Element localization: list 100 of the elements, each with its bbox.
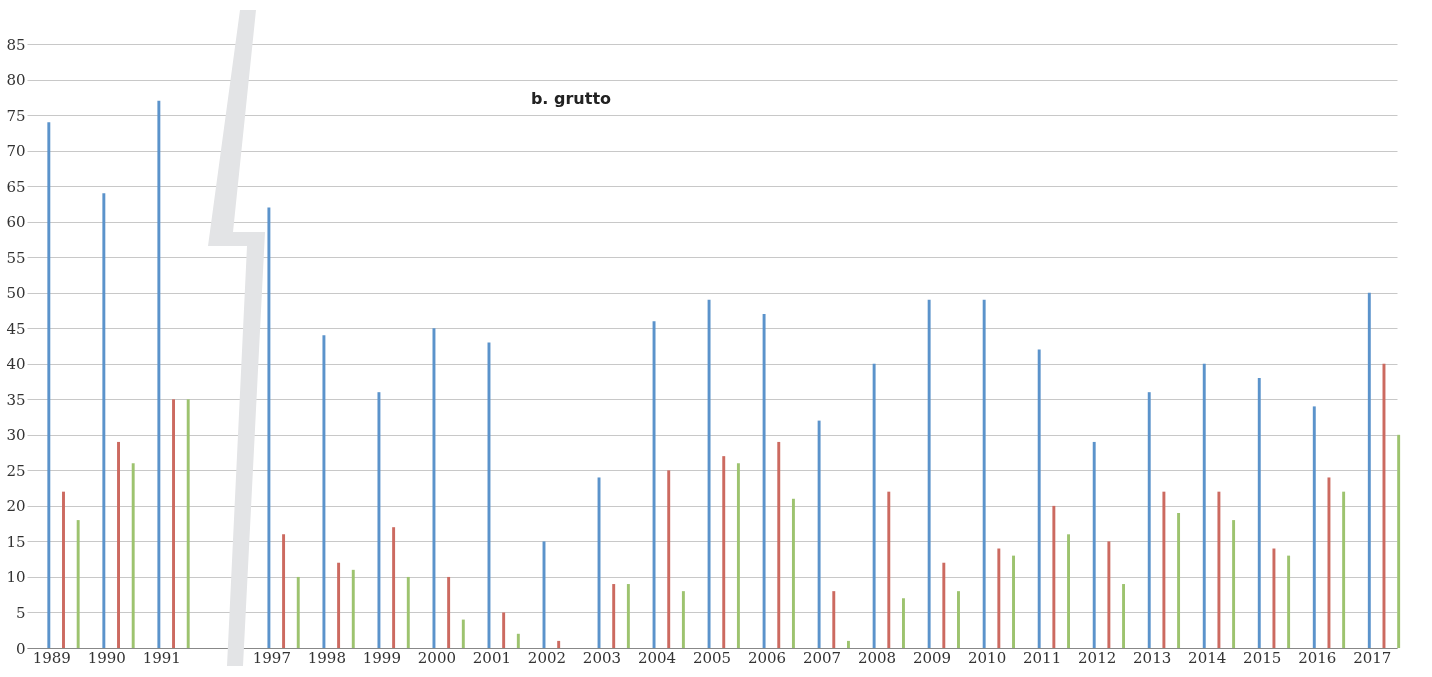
bar (1162, 491, 1166, 648)
y-tick-label: 25 (6, 461, 26, 480)
bar (997, 548, 1001, 648)
x-tick-label: 2003 (582, 648, 622, 667)
bar (722, 456, 726, 648)
x-tick-label: 2011 (1023, 648, 1062, 667)
bar (117, 441, 120, 648)
bar (351, 569, 355, 648)
x-tick-label: 1998 (307, 648, 346, 667)
y-tick-label: 70 (6, 142, 26, 161)
bar (1232, 520, 1236, 648)
bar (337, 562, 341, 648)
y-tick-label: 50 (6, 284, 26, 303)
x-tick-label: 1990 (87, 648, 126, 667)
bar (846, 640, 850, 648)
bar (887, 491, 891, 648)
x-tick-label: 2007 (802, 648, 842, 667)
x-tick-label: 2005 (692, 648, 732, 667)
bar (406, 576, 410, 648)
bar (1312, 406, 1316, 648)
y-tick-label: 65 (6, 177, 26, 196)
bar (1397, 434, 1401, 648)
bar (461, 619, 465, 648)
bar (516, 633, 520, 648)
y-tick-label: 20 (6, 497, 26, 516)
bar (172, 399, 175, 648)
bar (1122, 584, 1126, 648)
bar (1272, 548, 1276, 648)
bar (1037, 349, 1041, 648)
bar (982, 299, 986, 648)
bar (76, 520, 80, 648)
bar (942, 562, 946, 648)
bar (681, 591, 685, 648)
y-tick-label: 35 (6, 390, 26, 409)
bar (62, 491, 65, 648)
x-tick-label: 2000 (417, 648, 456, 667)
bar (1257, 377, 1261, 648)
x-tick-label: 2013 (1133, 648, 1172, 667)
y-tick-label: 10 (6, 568, 26, 587)
bar (392, 527, 396, 648)
y-tick-label: 5 (15, 603, 26, 622)
y-tick-label: 45 (6, 319, 26, 338)
bar (557, 640, 561, 648)
bar (267, 207, 271, 648)
bar (282, 534, 286, 648)
bar (902, 598, 905, 648)
x-tick-label: 1997 (252, 648, 291, 667)
bar (322, 335, 326, 648)
x-tick-label: 1999 (362, 648, 401, 667)
bar (736, 463, 740, 648)
x-tick-label: 1991 (142, 648, 181, 667)
x-tick-label: 2016 (1298, 648, 1337, 667)
bar (102, 193, 106, 648)
x-tick-label: 2008 (857, 648, 897, 667)
bar (1342, 491, 1346, 648)
bar (832, 591, 836, 648)
x-tick-label: 2017 (1353, 648, 1392, 667)
bar (1177, 512, 1181, 648)
x-tick-label: 2001 (472, 648, 512, 667)
bar (927, 299, 931, 648)
x-tick-label: 2015 (1243, 648, 1282, 667)
bar (1052, 505, 1056, 648)
y-tick-label: 85 (6, 35, 26, 54)
bar (667, 470, 671, 648)
bar (1367, 292, 1371, 648)
bar (1147, 392, 1151, 648)
y-tick-label: 80 (6, 71, 26, 90)
x-tick-label: 2009 (912, 648, 952, 667)
y-tick-label: 15 (6, 532, 26, 551)
bar (1202, 363, 1206, 648)
bar (157, 100, 161, 648)
bar (626, 584, 630, 648)
y-tick-label: 75 (6, 106, 26, 125)
bar (1327, 477, 1331, 648)
bar (652, 321, 656, 648)
x-tick-label: 2004 (637, 648, 677, 667)
x-tick-label: 2002 (527, 648, 567, 667)
bar (47, 122, 51, 648)
bar (791, 498, 795, 648)
bar (377, 392, 381, 648)
x-tick-label: 2012 (1078, 648, 1117, 667)
y-tick-label: 0 (15, 639, 26, 658)
bar (1067, 534, 1070, 648)
bar (1287, 555, 1291, 648)
bar (762, 314, 766, 648)
y-tick-label: 30 (6, 426, 26, 445)
bar (131, 463, 135, 648)
bar (872, 363, 876, 648)
bar (1092, 441, 1096, 648)
bar (447, 576, 451, 648)
bar (296, 576, 300, 648)
bar (612, 584, 616, 648)
bar (186, 399, 190, 648)
bar (502, 612, 506, 648)
y-tick-label: 60 (6, 213, 26, 232)
bar (1217, 491, 1221, 648)
bar (1107, 541, 1111, 648)
y-tick-label: 55 (6, 248, 26, 267)
text: b. grutto (530, 89, 612, 108)
bar (817, 420, 821, 648)
